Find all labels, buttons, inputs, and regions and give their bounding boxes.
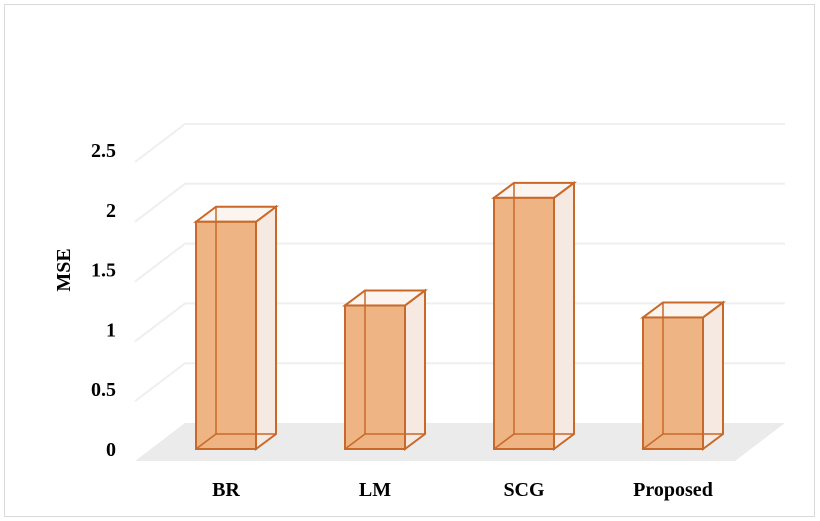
bar-scg	[491, 180, 577, 451]
x-category-label: BR	[212, 479, 240, 501]
y-tick-label: 2.5	[91, 140, 116, 162]
bar-depth-edge	[195, 433, 217, 450]
gridline-2	[134, 182, 785, 223]
y-tick-label: 0	[106, 439, 116, 461]
bar-side-face	[404, 288, 426, 451]
gridline-1.5	[134, 242, 785, 283]
y-axis-ticks: 0 0.5 1 1.5 2 2.5	[91, 140, 116, 461]
bar-front-face	[344, 304, 406, 451]
bar-side-face	[553, 180, 575, 451]
bar-front-face	[642, 316, 704, 450]
floor-plane	[135, 423, 785, 461]
gridline-1	[134, 302, 785, 343]
bar-side-face	[702, 300, 724, 451]
bar-depth-edge	[344, 433, 366, 450]
chart-floor	[135, 423, 785, 461]
bar-proposed	[640, 300, 726, 451]
bar-depth-edge	[493, 433, 515, 450]
y-tick-label: 1.5	[91, 260, 116, 282]
bar-side-face	[255, 204, 277, 451]
gridlines	[134, 123, 785, 402]
bar-front-face	[195, 220, 257, 450]
gridline-0.5	[134, 362, 785, 402]
x-category-label: SCG	[503, 479, 545, 501]
y-axis-label: MSE	[53, 248, 75, 291]
bar-depth-edge	[642, 433, 664, 450]
x-category-label: LM	[359, 479, 391, 501]
y-tick-label: 0.5	[91, 379, 116, 401]
y-tick-label: 2	[106, 200, 116, 222]
bar-front-face	[493, 196, 555, 450]
bars	[193, 180, 726, 451]
bar-lm	[342, 288, 428, 451]
x-axis-categories: BR LM SCG Proposed	[212, 479, 713, 501]
x-category-label: Proposed	[633, 479, 713, 501]
gridline-2.5	[134, 123, 785, 163]
y-tick-label: 1	[106, 319, 116, 341]
bar-br	[193, 204, 279, 451]
